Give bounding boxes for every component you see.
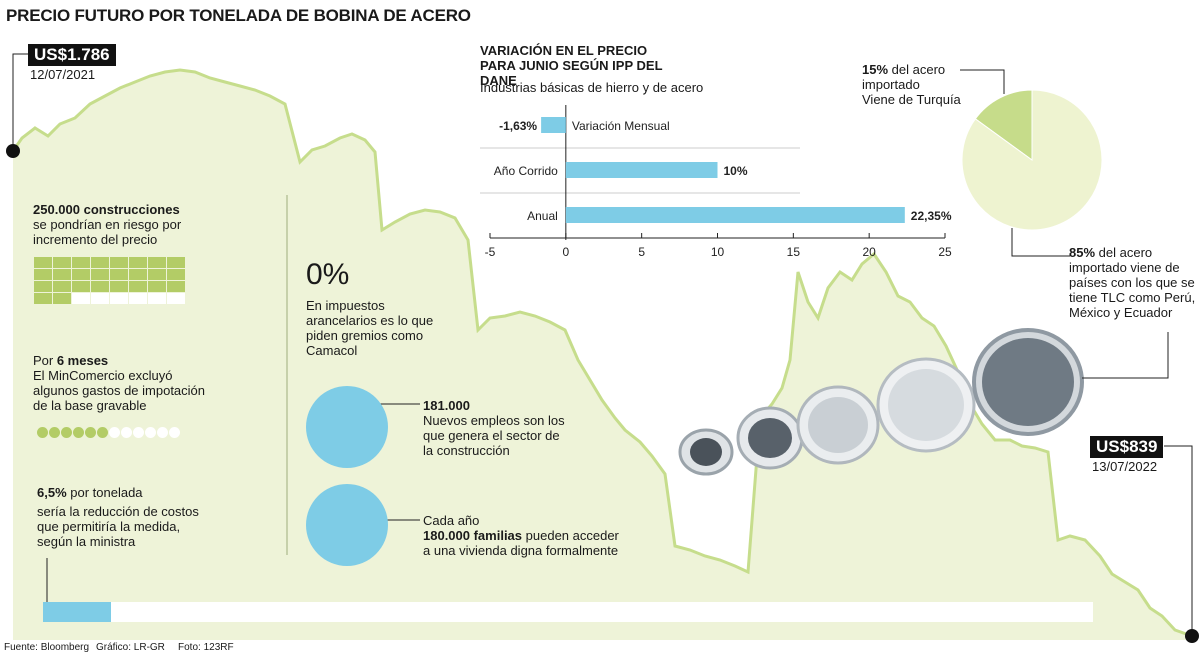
bar-value-label: -1,63% bbox=[499, 119, 537, 133]
pie-slice bbox=[974, 89, 1033, 161]
reduction-text: 6,5% por tonelada sería la reducción de … bbox=[37, 485, 199, 549]
pie-slice bbox=[961, 89, 1103, 231]
bar-value-label: 10% bbox=[724, 164, 748, 178]
construction-square bbox=[148, 293, 166, 304]
footer-photo: Foto: 123RF bbox=[178, 642, 234, 653]
price-area bbox=[13, 70, 1192, 640]
month-dot bbox=[37, 427, 48, 438]
jobs-text: 181.000 Nuevos empleos son los que gener… bbox=[423, 398, 565, 458]
import-origin-pie bbox=[961, 89, 1103, 231]
end-price: US$839 bbox=[1090, 436, 1164, 458]
construction-square bbox=[129, 257, 147, 268]
month-dot bbox=[133, 427, 144, 438]
page-title: PRECIO FUTURO POR TONELADA DE BOBINA DE … bbox=[6, 6, 471, 25]
construction-square bbox=[167, 293, 185, 304]
start-point-dot bbox=[6, 144, 20, 158]
bar-value-label: 22,35% bbox=[911, 209, 952, 223]
construction-square bbox=[148, 281, 166, 292]
month-dot bbox=[97, 427, 108, 438]
taxes-text: 0% En impuestos arancelarios es lo que p… bbox=[306, 258, 434, 358]
construction-square bbox=[110, 257, 128, 268]
end-date: 13/07/2022 bbox=[1092, 459, 1158, 474]
construction-square bbox=[148, 257, 166, 268]
month-dot bbox=[61, 427, 72, 438]
constructions-text: 250.000 construcciones se pondrían en ri… bbox=[33, 202, 182, 247]
month-dot bbox=[85, 427, 96, 438]
construction-square bbox=[72, 293, 90, 304]
x-tick-label: 0 bbox=[562, 245, 569, 259]
construction-square bbox=[91, 281, 109, 292]
construction-square bbox=[34, 269, 52, 280]
footer-source: Fuente: Bloomberg bbox=[4, 642, 90, 653]
pie-top-connector bbox=[960, 69, 1005, 94]
end-connector bbox=[1164, 445, 1193, 629]
x-tick-label: 25 bbox=[938, 245, 952, 259]
construction-square bbox=[53, 257, 71, 268]
families-circle bbox=[306, 484, 388, 566]
months-text: Por 6 meses El MinComercio excluyó algun… bbox=[33, 353, 206, 413]
construction-square bbox=[167, 281, 185, 292]
end-point-dot bbox=[1185, 629, 1199, 643]
x-tick-label: -5 bbox=[485, 245, 496, 259]
construction-square bbox=[110, 281, 128, 292]
months-dots bbox=[37, 427, 197, 439]
construction-square bbox=[129, 293, 147, 304]
construction-square bbox=[110, 269, 128, 280]
construction-square bbox=[129, 281, 147, 292]
construction-square bbox=[53, 293, 71, 304]
constructions-squares bbox=[34, 257, 194, 305]
bar-chart-title: VARIACIÓN EN EL PRECIO PARA JUNIO SEGÚN … bbox=[480, 43, 663, 88]
bar-category-label: Año Corrido bbox=[494, 164, 558, 178]
x-tick-label: 10 bbox=[711, 245, 725, 259]
pipe-connector bbox=[1082, 332, 1169, 379]
month-dot bbox=[109, 427, 120, 438]
construction-square bbox=[53, 281, 71, 292]
price-line bbox=[11, 68, 1193, 638]
month-dot bbox=[145, 427, 156, 438]
construction-square bbox=[53, 269, 71, 280]
footer-graphic: Gráfico: LR-GR bbox=[96, 642, 165, 653]
reduction-bar-track bbox=[43, 602, 1093, 622]
construction-square bbox=[91, 293, 109, 304]
pie-label-turkey: 15% del acero importado Viene de Turquía bbox=[862, 62, 961, 107]
construction-square bbox=[34, 257, 52, 268]
construction-square bbox=[34, 281, 52, 292]
price-variation-bar-chart: -5 0 5 10 15 20 25 -1,63% Variación Mensual 10% Añ… bbox=[480, 105, 952, 259]
construction-square bbox=[167, 257, 185, 268]
month-dot bbox=[157, 427, 168, 438]
construction-square bbox=[72, 257, 90, 268]
month-dot bbox=[169, 427, 180, 438]
month-dot bbox=[121, 427, 132, 438]
construction-square bbox=[91, 257, 109, 268]
construction-square bbox=[110, 293, 128, 304]
steel-pipes-photo bbox=[678, 328, 1084, 476]
bar bbox=[565, 162, 718, 178]
month-dot bbox=[49, 427, 60, 438]
construction-square bbox=[72, 269, 90, 280]
bar bbox=[565, 207, 905, 223]
families-text: Cada año 180.000 familias pueden acceder… bbox=[423, 513, 619, 558]
construction-square bbox=[148, 269, 166, 280]
construction-square bbox=[34, 293, 52, 304]
construction-square bbox=[72, 281, 90, 292]
x-tick-label: 20 bbox=[862, 245, 876, 259]
bar bbox=[541, 117, 566, 133]
reduction-bar-fill bbox=[43, 602, 112, 622]
construction-square bbox=[167, 269, 185, 280]
construction-square bbox=[129, 269, 147, 280]
start-date: 12/07/2021 bbox=[30, 67, 96, 82]
x-tick-label: 15 bbox=[787, 245, 801, 259]
start-price: US$1.786 bbox=[28, 44, 116, 66]
month-dot bbox=[73, 427, 84, 438]
start-connector bbox=[12, 53, 28, 144]
bar-category-label: Anual bbox=[527, 209, 558, 223]
bar-category-label: Variación Mensual bbox=[572, 119, 670, 133]
bar-chart-subtitle: Industrias básicas de hierro y de acero bbox=[480, 80, 704, 95]
pie-bottom-connector bbox=[1011, 228, 1070, 257]
construction-square bbox=[91, 269, 109, 280]
x-tick-label: 5 bbox=[638, 245, 645, 259]
jobs-circle bbox=[306, 386, 388, 468]
pie-label-tlc: 85% del acero importado viene de países … bbox=[1069, 245, 1196, 320]
